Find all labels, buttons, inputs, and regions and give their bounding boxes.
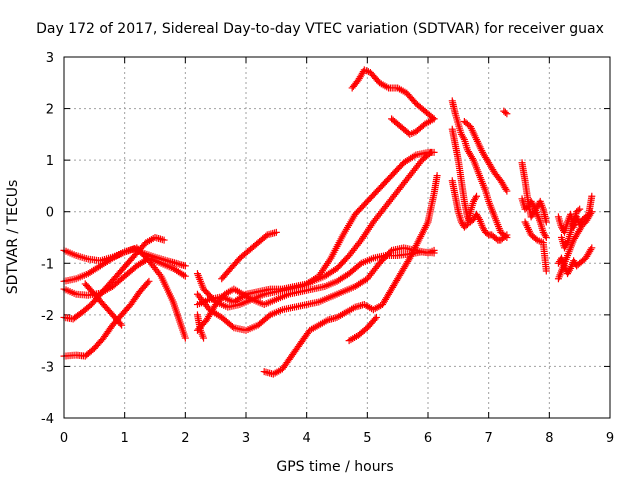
x-tick-label: 6 [424, 431, 432, 446]
data-point [473, 192, 481, 200]
data-track [518, 159, 550, 226]
plot-frame [63, 56, 611, 419]
data-track [193, 248, 438, 334]
data-point [118, 321, 126, 329]
data-point [116, 320, 124, 328]
data-point [430, 148, 438, 156]
data-point [529, 201, 537, 209]
y-tick-label: 3 [46, 51, 54, 66]
data-point [156, 270, 164, 278]
data-point [472, 194, 480, 202]
data-point [468, 154, 476, 162]
data-point [356, 238, 364, 246]
data-point [356, 261, 364, 269]
data-track [345, 313, 380, 345]
data-point [483, 230, 491, 238]
data-point [576, 205, 584, 213]
data-track [448, 97, 511, 241]
data-point [588, 192, 596, 200]
data-point [542, 267, 550, 275]
data-point [181, 334, 189, 342]
data-point [145, 277, 153, 285]
data-track [193, 148, 438, 309]
data-track [554, 244, 596, 278]
data-point [459, 134, 467, 142]
data-point [181, 262, 189, 270]
y-tick-label: 0 [46, 206, 54, 221]
data-point [181, 272, 189, 280]
data-point [503, 110, 511, 118]
tick-marks [63, 56, 611, 419]
data-point [563, 240, 571, 248]
data-point [405, 256, 413, 264]
data-track [460, 117, 511, 195]
data-point [372, 313, 380, 321]
data-track [388, 115, 438, 138]
y-tick-label: 1 [46, 154, 54, 169]
data-points [60, 66, 596, 378]
data-point [587, 246, 595, 254]
data-point [371, 315, 379, 323]
x-tick-label: 0 [60, 431, 68, 446]
chart-title: Day 172 of 2017, Sidereal Day-to-day VTE… [36, 21, 604, 37]
x-tick-label: 4 [303, 431, 311, 446]
data-track [348, 66, 438, 123]
data-point [265, 312, 273, 320]
y-tick-label: 2 [46, 103, 54, 118]
data-point [433, 172, 441, 180]
data-track [218, 228, 280, 283]
x-tick-label: 5 [363, 431, 371, 446]
data-track [60, 244, 189, 342]
data-track [521, 218, 550, 275]
data-point [542, 218, 550, 226]
data-point [588, 244, 596, 252]
data-point [228, 322, 236, 330]
x-tick-label: 9 [606, 431, 614, 446]
y-tick-label: -1 [41, 257, 54, 272]
x-axis-label: GPS time / hours [276, 459, 393, 475]
data-track [557, 205, 584, 252]
data-track [81, 280, 126, 329]
data-track [448, 125, 511, 244]
data-point [430, 115, 438, 123]
data-point [503, 187, 511, 195]
data-point [475, 214, 483, 222]
x-tick-label: 7 [485, 431, 493, 446]
y-axis-label: SDTVAR / TECUs [5, 180, 21, 295]
grid [64, 57, 610, 418]
y-tick-labels: -4 -3 -2 -1 0 1 2 3 [41, 51, 54, 427]
x-tick-label: 3 [242, 431, 250, 446]
data-point [532, 235, 540, 243]
data-point [430, 246, 438, 254]
data-track [518, 195, 550, 241]
y-tick-label: -3 [41, 360, 54, 375]
data-point [574, 206, 582, 214]
data-point [200, 334, 208, 342]
data-point [272, 228, 280, 236]
y-tick-label: -4 [41, 412, 54, 427]
x-tick-label: 8 [545, 431, 553, 446]
data-point [144, 279, 152, 287]
data-point [542, 234, 550, 241]
data-point [503, 231, 511, 239]
data-point [492, 235, 500, 243]
data-track [193, 311, 208, 342]
data-track [500, 107, 511, 118]
x-tick-label: 2 [181, 431, 189, 446]
data-point [160, 236, 168, 244]
data-track [260, 172, 441, 378]
y-tick-label: -2 [41, 309, 54, 324]
data-point [501, 232, 509, 240]
data-track [448, 177, 481, 231]
x-tick-label: 1 [121, 431, 129, 446]
data-point [566, 266, 574, 274]
data-track [60, 234, 168, 323]
x-tick-labels: 0 1 2 3 4 5 6 7 8 9 [60, 431, 614, 446]
data-point [541, 232, 549, 240]
data-point [502, 185, 510, 193]
data-point [501, 108, 509, 116]
